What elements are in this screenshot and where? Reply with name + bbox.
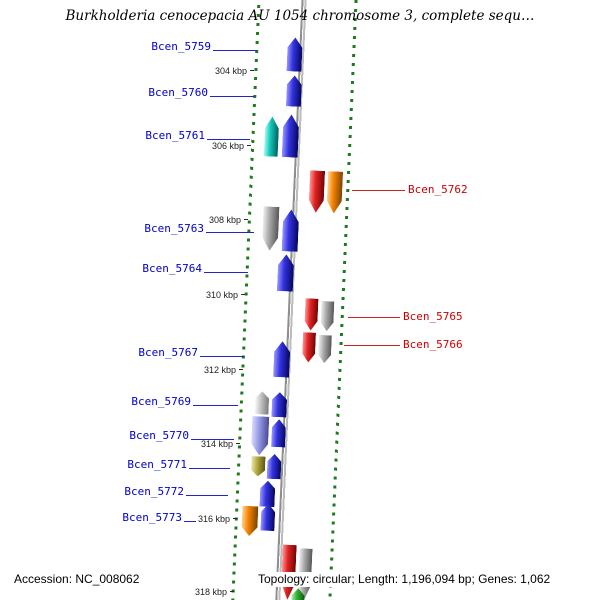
gene-label-bcen-5761[interactable]: Bcen_5761 bbox=[145, 129, 205, 142]
leader-line-bcen-5765 bbox=[348, 317, 400, 318]
ruler-tick-mark-316 bbox=[233, 518, 237, 519]
ruler-tick-314: 314 kbp bbox=[200, 439, 233, 449]
gene-label-bcen-5773[interactable]: Bcen_5773 bbox=[122, 511, 182, 524]
status-summary: Topology: circular; Length: 1,196,094 bp… bbox=[256, 572, 553, 587]
leader-line-bcen-5761 bbox=[207, 139, 250, 140]
gene-arrow-bcen-5770[interactable] bbox=[251, 416, 270, 456]
sequence-title: Burkholderia cenocepacia AU 1054 chromos… bbox=[65, 8, 535, 24]
status-accession: Accession: NC_008062 bbox=[12, 572, 142, 587]
gene-label-bcen-5769[interactable]: Bcen_5769 bbox=[131, 395, 191, 408]
ruler-tick-mark-314 bbox=[236, 443, 240, 444]
ruler-tick-312: 312 kbp bbox=[203, 365, 236, 375]
leader-line-bcen-5769 bbox=[193, 405, 238, 406]
gene-arrow-bcen-5773[interactable] bbox=[241, 506, 258, 537]
gene-label-bcen-5767[interactable]: Bcen_5767 bbox=[138, 346, 198, 359]
leader-line-bcen-5762 bbox=[352, 190, 405, 191]
gene-arrow-bcen-5769[interactable] bbox=[254, 391, 269, 415]
gene-label-bcen-5766[interactable]: Bcen_5766 bbox=[403, 338, 463, 351]
leader-line-bcen-5766 bbox=[344, 345, 400, 346]
ruler-tick-306: 306 kbp bbox=[211, 141, 244, 151]
gene-arrow-bcen-5762b[interactable] bbox=[326, 171, 343, 214]
ruler-tick-304: 304 kbp bbox=[214, 66, 247, 76]
leader-line-bcen-5770 bbox=[191, 439, 234, 440]
gene-label-bcen-5765[interactable]: Bcen_5765 bbox=[403, 310, 463, 323]
ruler-tick-mark-304 bbox=[250, 70, 254, 71]
gene-arrow-bcen-5765[interactable] bbox=[304, 298, 318, 331]
gene-arrow-bcen-5772[interactable] bbox=[259, 480, 275, 507]
gene-arrow-bcen-5762[interactable] bbox=[308, 170, 325, 213]
gene-label-bcen-5771[interactable]: Bcen_5771 bbox=[127, 458, 187, 471]
leader-line-bcen-5763 bbox=[206, 232, 254, 233]
gene-label-bcen-5760[interactable]: Bcen_5760 bbox=[148, 86, 208, 99]
leader-line-bcen-5771 bbox=[189, 468, 230, 469]
ruler-tick-316: 316 kbp bbox=[197, 514, 230, 524]
leader-line-bcen-5760 bbox=[210, 96, 254, 97]
gene-arrow-bcen-5766b[interactable] bbox=[318, 335, 332, 364]
gene-label-bcen-5764[interactable]: Bcen_5764 bbox=[142, 262, 202, 275]
gene-label-bcen-5772[interactable]: Bcen_5772 bbox=[124, 485, 184, 498]
gene-arrow-bcen-5771[interactable] bbox=[251, 456, 266, 477]
ruler-tick-318: 318 kbp bbox=[194, 587, 227, 597]
gene-label-bcen-5762[interactable]: Bcen_5762 bbox=[408, 183, 468, 196]
ruler-tick-mark-318 bbox=[230, 591, 234, 592]
ruler-tick-mark-306 bbox=[247, 145, 251, 146]
ruler-tick-308: 308 kbp bbox=[208, 215, 241, 225]
dot-plot-right-track bbox=[324, 0, 359, 600]
ruler-tick-310: 310 kbp bbox=[205, 290, 238, 300]
gene-arrow-bcen-5765b[interactable] bbox=[320, 301, 334, 332]
leader-line-bcen-5773 bbox=[184, 521, 196, 522]
leader-line-bcen-5764 bbox=[204, 272, 248, 273]
gene-label-bcen-5759[interactable]: Bcen_5759 bbox=[151, 40, 211, 53]
gene-label-bcen-5763[interactable]: Bcen_5763 bbox=[144, 222, 204, 235]
leader-line-bcen-5767 bbox=[200, 356, 244, 357]
gene-arrow-bcen-5763[interactable] bbox=[262, 206, 280, 251]
ruler-tick-mark-308 bbox=[244, 219, 248, 220]
ruler-tick-mark-310 bbox=[241, 294, 245, 295]
leader-line-bcen-5759 bbox=[213, 50, 257, 51]
leader-line-bcen-5772 bbox=[186, 495, 228, 496]
gene-arrow-bcen-5761[interactable] bbox=[264, 116, 280, 157]
gene-arrow-bcen-5771b[interactable] bbox=[267, 454, 282, 480]
gene-arrow-bcen-5766[interactable] bbox=[302, 332, 316, 363]
ruler-tick-mark-312 bbox=[239, 369, 243, 370]
gene-arrow-bcen-5773b[interactable] bbox=[260, 504, 275, 532]
gene-label-bcen-5770[interactable]: Bcen_5770 bbox=[129, 429, 189, 442]
